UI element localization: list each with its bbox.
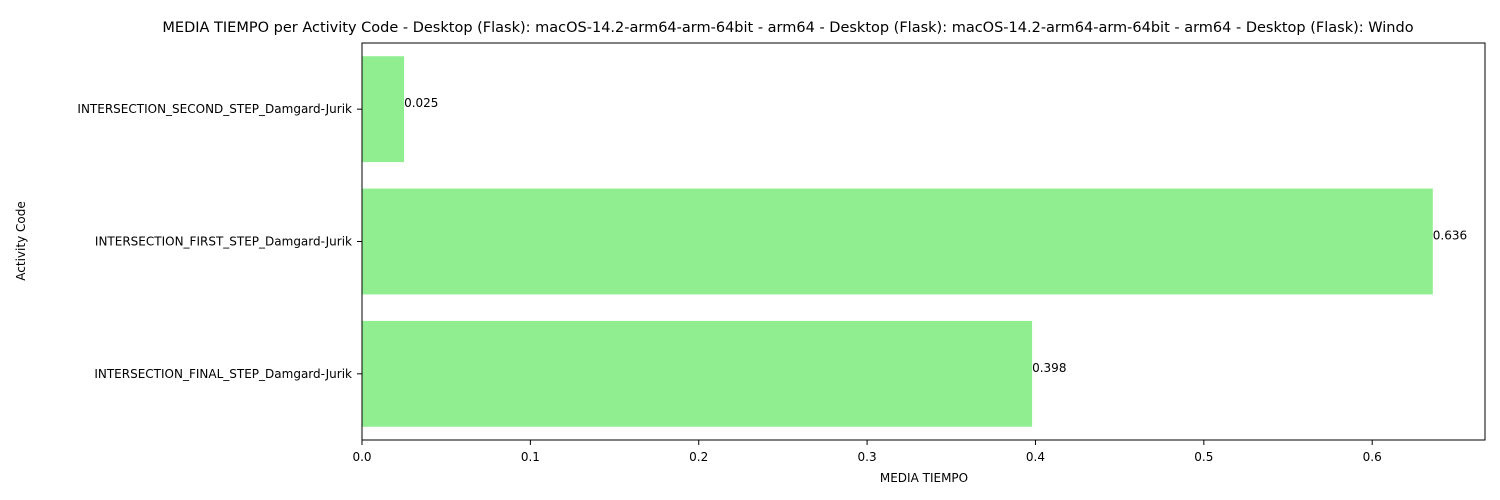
bar — [362, 56, 405, 163]
data-label: 0.025 — [404, 96, 438, 110]
data-label: 0.398 — [1032, 361, 1066, 375]
plot-frame — [361, 42, 1486, 441]
x-tick-label: 0.2 — [689, 450, 708, 464]
y-tick-label: INTERSECTION_SECOND_STEP_Damgard-Jurik — [77, 102, 352, 116]
x-tick-label: 0.5 — [1194, 450, 1213, 464]
data-label: 0.636 — [1433, 229, 1467, 243]
chart-title: MEDIA TIEMPO per Activity Code - Desktop… — [162, 20, 1413, 36]
y-axis-title: Activity Code — [14, 201, 28, 280]
x-tick-label: 0.4 — [1026, 450, 1045, 464]
x-axis-title: MEDIA TIEMPO — [880, 471, 968, 485]
y-tick-label: INTERSECTION_FINAL_STEP_Damgard-Jurik — [94, 367, 352, 381]
x-tick-label: 0.3 — [858, 450, 877, 464]
x-tick-label: 0.1 — [521, 450, 540, 464]
plot-area: 0.025 INTERSECTION_SECOND_STEP_Damgard-Ju… — [77, 42, 1486, 464]
x-tick-label: 0.0 — [352, 450, 371, 464]
x-tick-label: 0.6 — [1363, 450, 1382, 464]
y-tick-label: INTERSECTION_FIRST_STEP_Damgard-Jurik — [95, 235, 352, 249]
bar — [362, 320, 1033, 427]
bar — [362, 188, 1433, 295]
